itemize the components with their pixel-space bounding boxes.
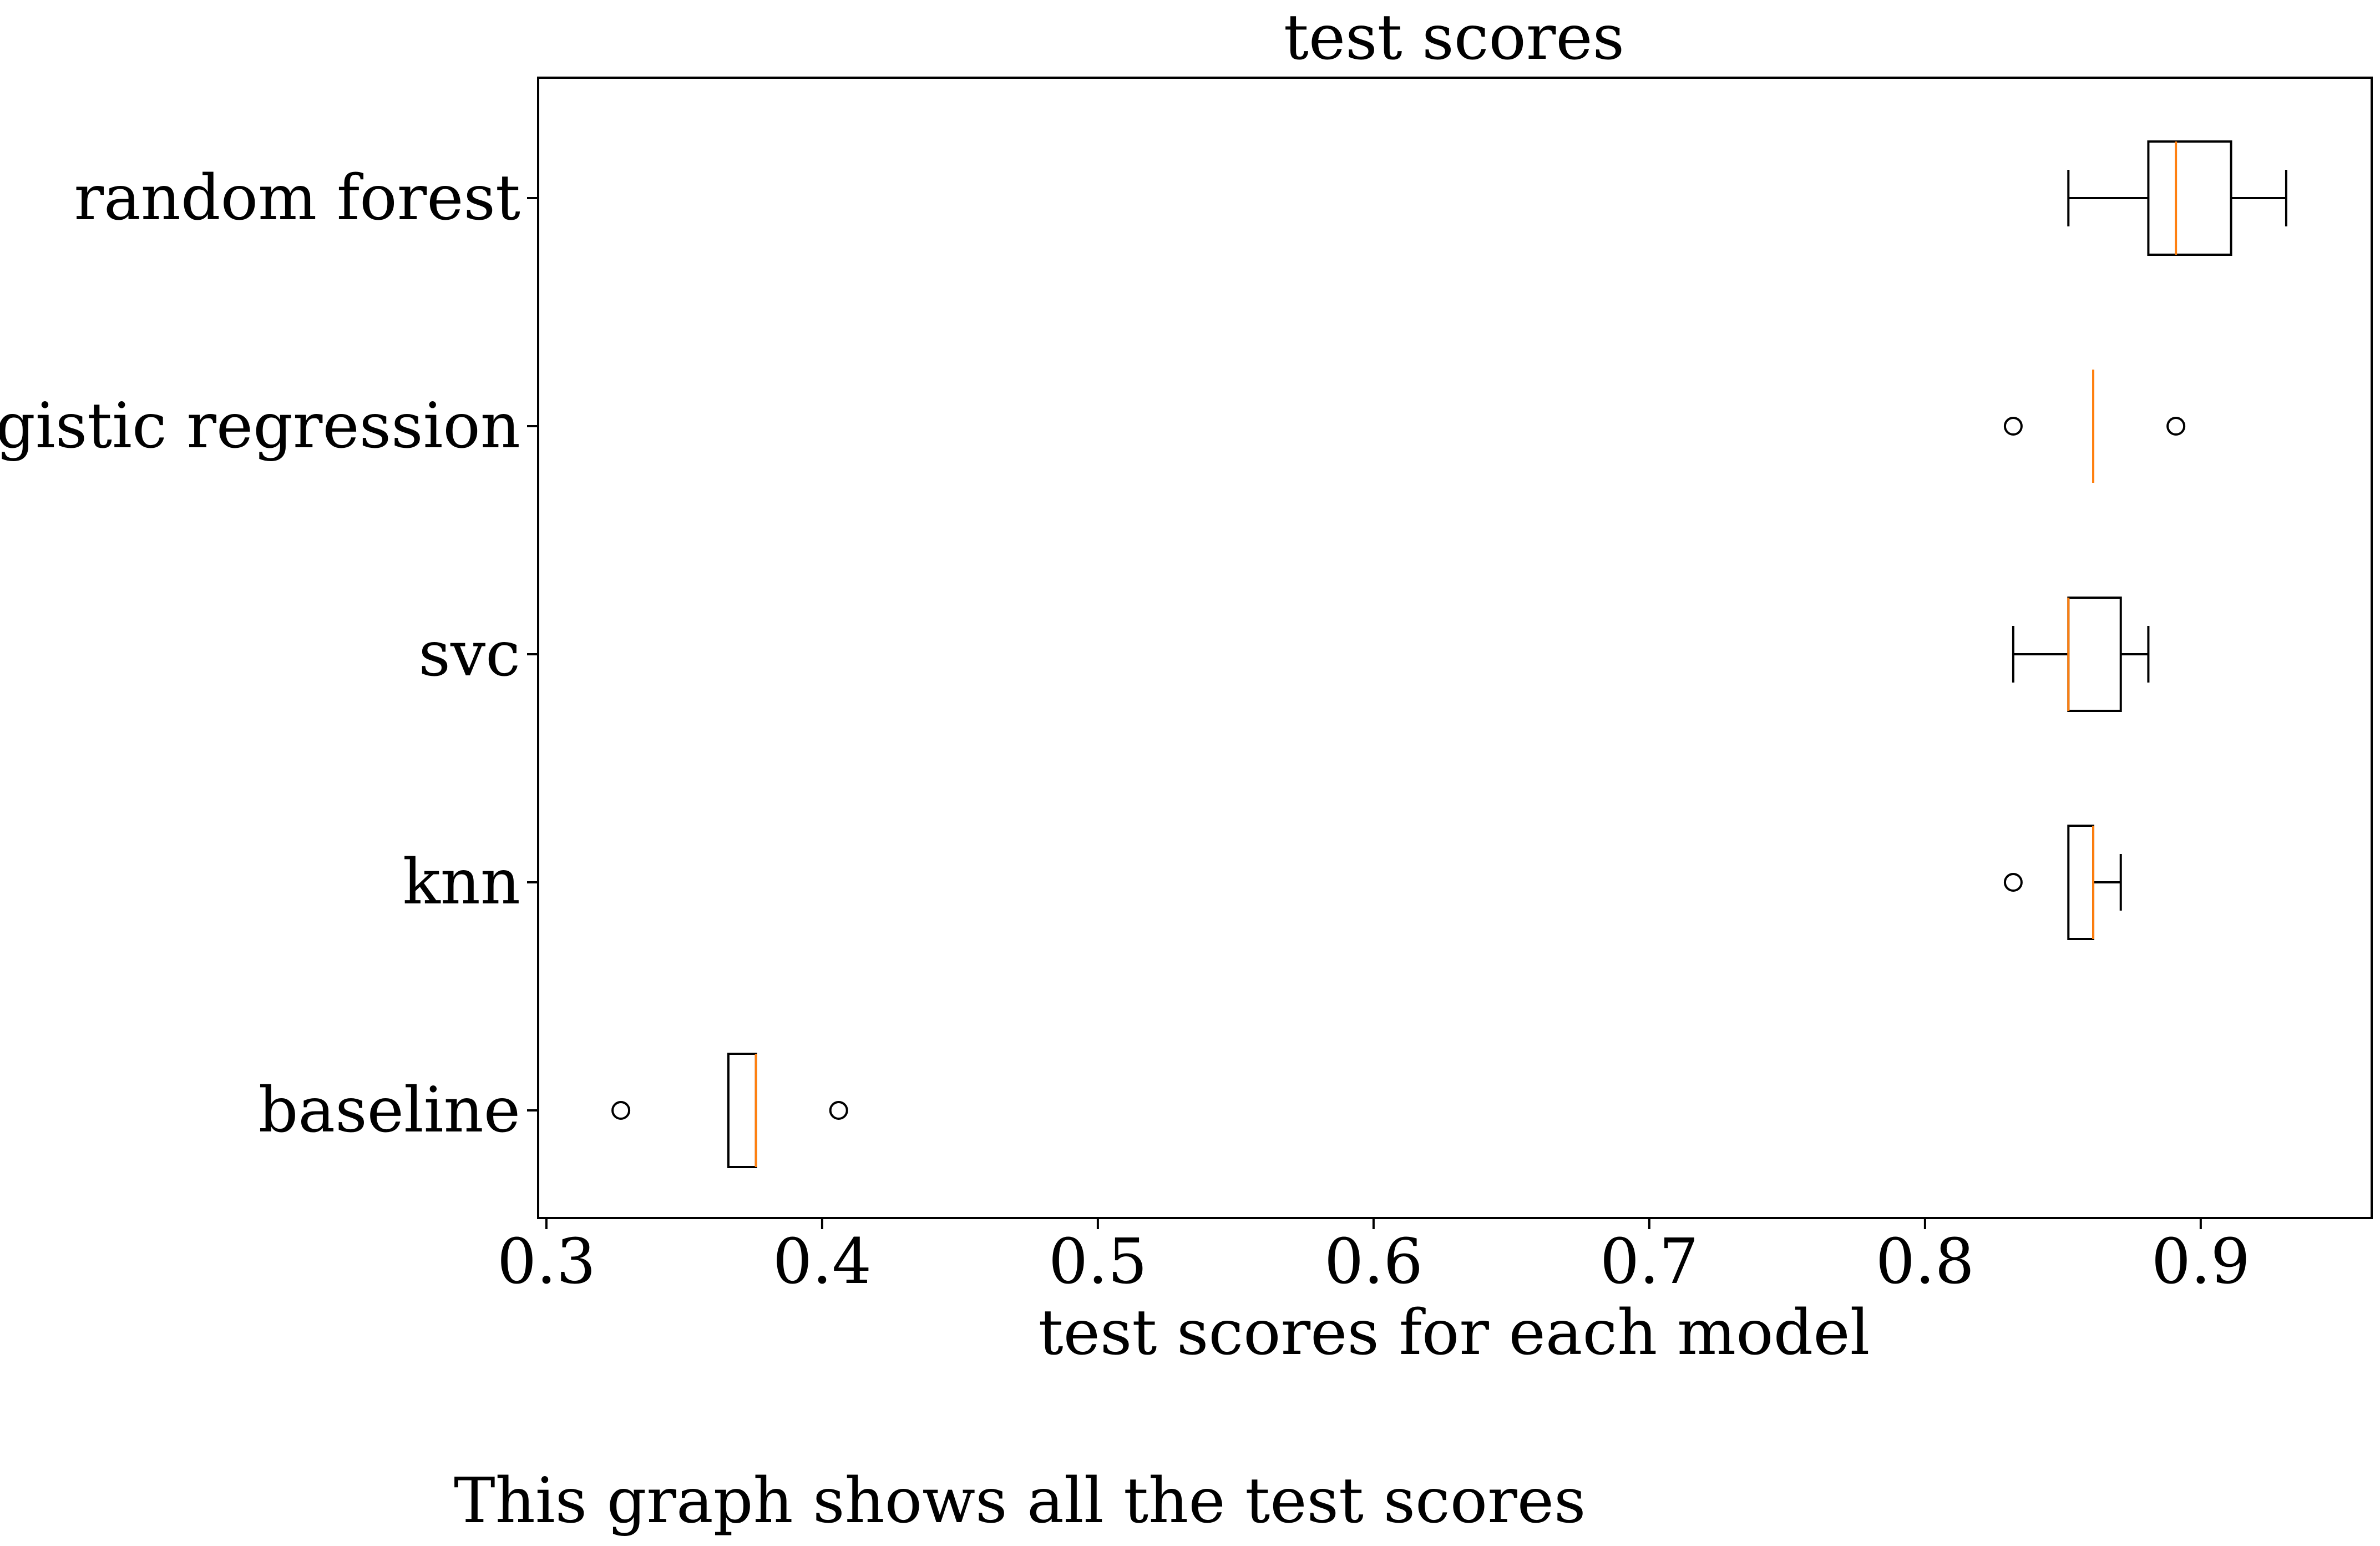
interquartile-box <box>2147 140 2232 256</box>
y-category-label: svc <box>419 618 520 690</box>
outlier-point <box>2003 417 2023 436</box>
x-axis: 0.3 0.4 0.5 0.6 0.7 0.8 0.9 <box>497 1218 2250 1298</box>
outlier-point <box>2166 417 2186 436</box>
x-tick-label: 0.9 <box>2151 1226 2250 1298</box>
box-group-svc <box>2012 597 2150 712</box>
y-category-label: random forest <box>74 162 520 234</box>
x-tick-label: 0.4 <box>773 1226 872 1298</box>
x-axis-label: test scores for each model <box>1039 1297 1870 1369</box>
plot-frame <box>537 77 2373 1219</box>
x-tick-label: 0.7 <box>1600 1226 1699 1298</box>
caption-text: This graph shows all the test scores <box>454 1465 1586 1537</box>
box-group-logistic-regression <box>2003 370 2186 483</box>
x-tick-label: 0.6 <box>1324 1226 1423 1298</box>
y-category-label: knn <box>403 846 520 918</box>
outlier-point <box>611 1101 631 1120</box>
boxplot-series <box>611 140 2287 1168</box>
interquartile-box <box>727 1053 757 1168</box>
outlier-point <box>829 1101 848 1120</box>
box-group-knn <box>2003 825 2122 940</box>
x-tick-label: 0.3 <box>497 1226 596 1298</box>
y-category-label: baseline <box>259 1074 520 1146</box>
box-group-random-forest <box>2067 140 2287 256</box>
y-axis: random forest logistic regression svc knn ba… <box>0 162 538 1146</box>
x-tick-label: 0.8 <box>1876 1226 1974 1298</box>
interquartile-box <box>2067 597 2122 712</box>
box-group-baseline <box>611 1053 848 1168</box>
y-category-label: logistic regression <box>0 390 520 462</box>
chart-title: test scores <box>1284 2 1624 74</box>
outlier-point <box>2003 873 2023 892</box>
x-tick-label: 0.5 <box>1049 1226 1147 1298</box>
interquartile-box <box>2067 825 2095 940</box>
